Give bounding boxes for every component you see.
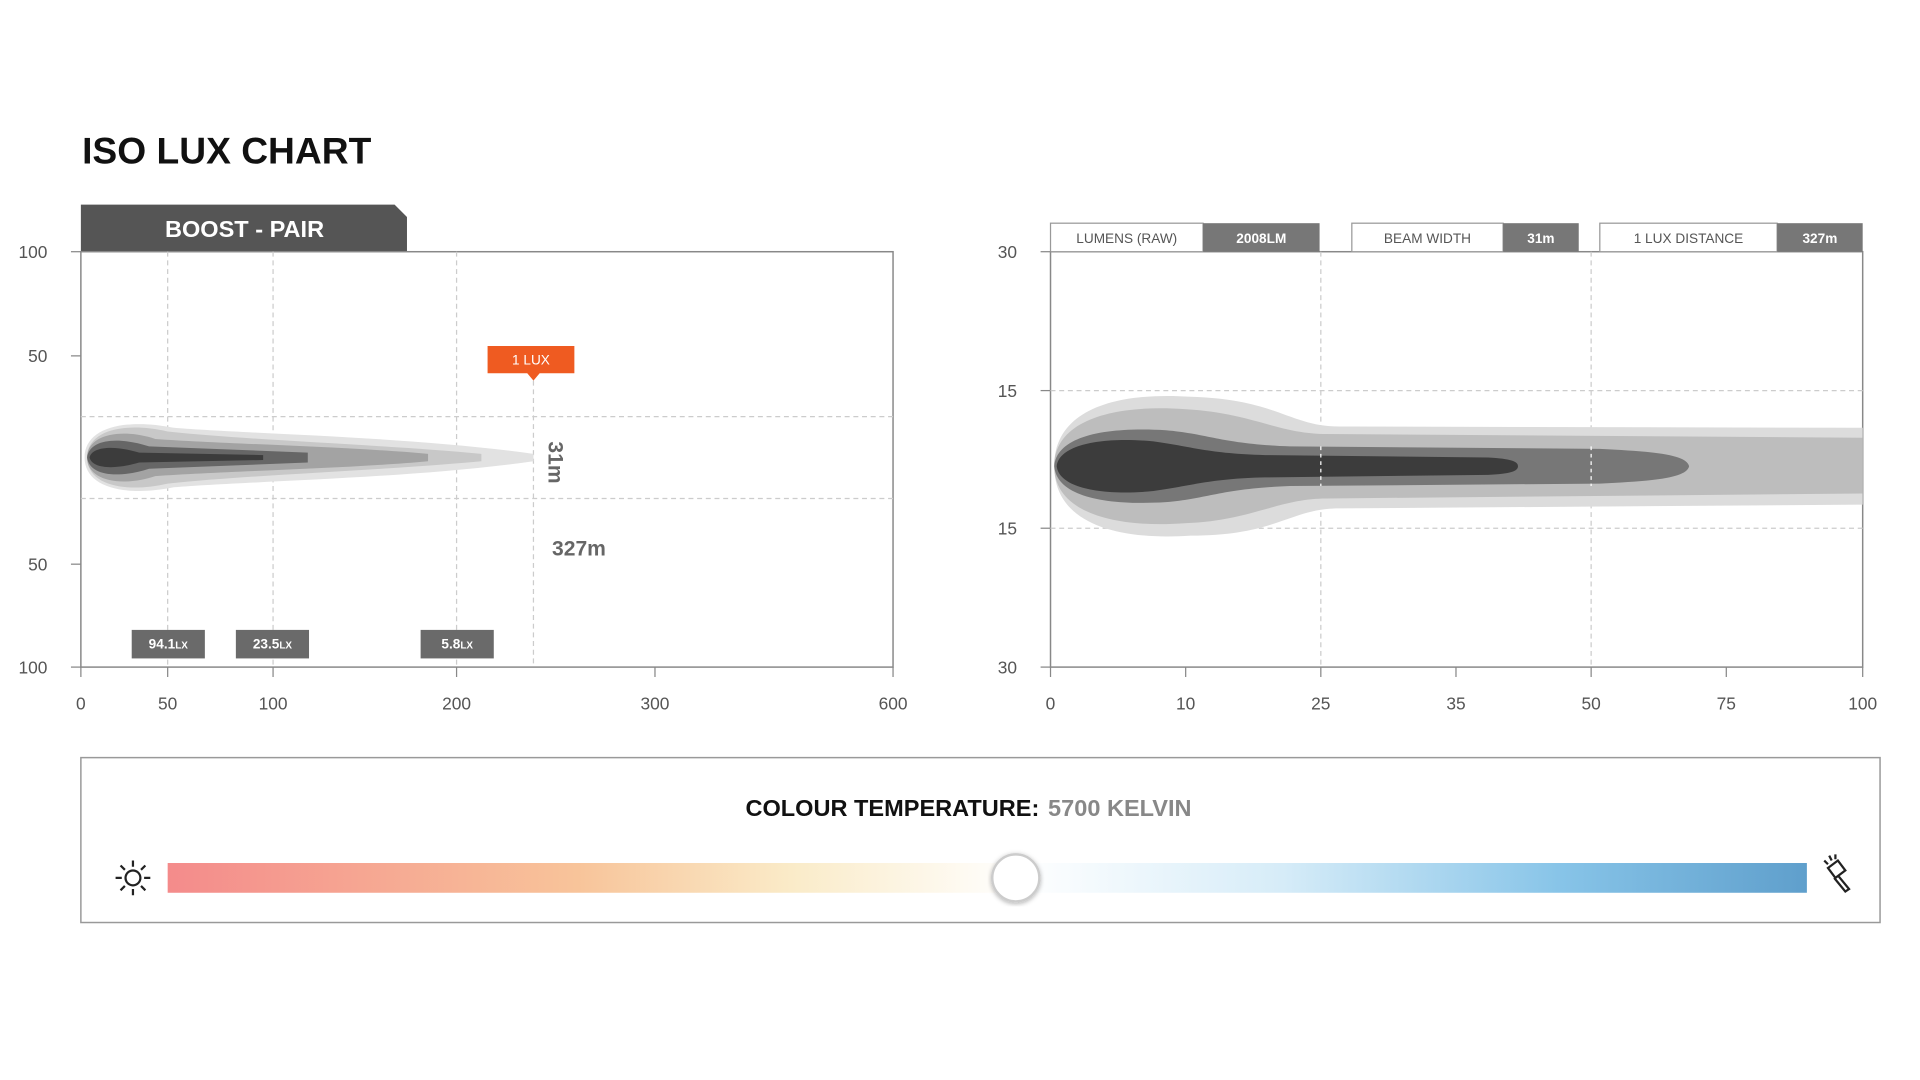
tab: [80, 204, 407, 252]
lux-badge: [235, 629, 310, 659]
x-tick-label: 0: [1046, 693, 1056, 713]
left-chart: BOOST - PAIR 1 LUX 31m 327m 100 50 50 100 0 5…: [18, 204, 908, 713]
plot-frame: [80, 250, 894, 668]
y-tick-label: 50: [28, 346, 47, 366]
badge-unit: LX: [279, 640, 292, 651]
colour-temperature-panel: COLOUR TEMPERATURE: 5700 KELVIN: [80, 756, 1881, 924]
beam-core: [1056, 439, 1518, 493]
y-tick-label: 15: [998, 381, 1017, 401]
lux-marker: [487, 345, 575, 381]
stat-label-box: [1599, 222, 1778, 253]
badge-value: 94.1: [149, 636, 176, 651]
badge-unit: LX: [175, 640, 188, 651]
x-tick-label: 100: [1848, 693, 1877, 713]
x-tick-label: 50: [158, 693, 177, 713]
badge-value: 23.5: [253, 636, 280, 651]
page-title: ISO LUX CHART: [82, 130, 372, 172]
distance-label: 327m: [552, 537, 606, 560]
lux-badge-label: 94.1LX: [149, 636, 189, 651]
y-tick-label: 30: [998, 657, 1017, 677]
lux-marker-label: 1 LUX: [512, 353, 550, 368]
stat-label-box: [1049, 222, 1204, 253]
x-tick-label: 200: [442, 693, 471, 713]
x-tick-label: 50: [1581, 693, 1600, 713]
stat-label: BEAM WIDTH: [1384, 231, 1471, 246]
x-tick-label: 35: [1446, 693, 1465, 713]
stat-value-box: [1777, 223, 1863, 252]
ct-value: 5700 KELVIN: [1048, 795, 1192, 821]
flashlight-icon: [1823, 854, 1851, 894]
x-tick-label: 300: [641, 693, 670, 713]
x-tick-label: 10: [1176, 693, 1195, 713]
lux-badge: [131, 629, 205, 659]
lux-badge-label: 5.8LX: [441, 636, 473, 651]
stat-value-box: [1203, 223, 1320, 252]
badge-value: 5.8: [441, 636, 460, 651]
x-tick-label: 600: [879, 693, 908, 713]
ct-label: COLOUR TEMPERATURE:: [745, 795, 1039, 821]
lux-badge: [420, 629, 494, 659]
ct-slider-knob[interactable]: [990, 853, 1041, 903]
y-tick-label: 50: [28, 554, 47, 574]
beam-core: [89, 447, 264, 468]
y-tick-label: 100: [18, 242, 47, 262]
stat-label: LUMENS (RAW): [1076, 231, 1177, 246]
x-tick-label: 0: [76, 693, 86, 713]
right-chart: LUMENS (RAW) 2008LM BEAM WIDTH 31m 1 LUX DIS…: [998, 222, 1877, 713]
y-tick-label: 100: [18, 657, 47, 677]
y-tick-label: 15: [998, 518, 1017, 538]
x-tick-label: 75: [1717, 693, 1736, 713]
y-tick-label: 30: [998, 242, 1017, 262]
stat-label: 1 LUX DISTANCE: [1634, 231, 1744, 246]
tab-label: BOOST - PAIR: [165, 216, 324, 242]
stat-value: 31m: [1527, 231, 1554, 246]
ct-gradient: [167, 863, 1807, 893]
badge-unit: LX: [460, 640, 473, 651]
panel-frame: [80, 756, 1881, 924]
stat-value: 327m: [1802, 231, 1837, 246]
x-tick-label: 100: [259, 693, 288, 713]
stat-value: 2008LM: [1236, 231, 1286, 246]
sun-icon: [115, 860, 151, 896]
lux-badge-label: 23.5LX: [253, 636, 293, 651]
width-label: 31m: [543, 441, 566, 483]
x-tick-label: 25: [1311, 693, 1330, 713]
stat-value-box: [1503, 223, 1579, 252]
